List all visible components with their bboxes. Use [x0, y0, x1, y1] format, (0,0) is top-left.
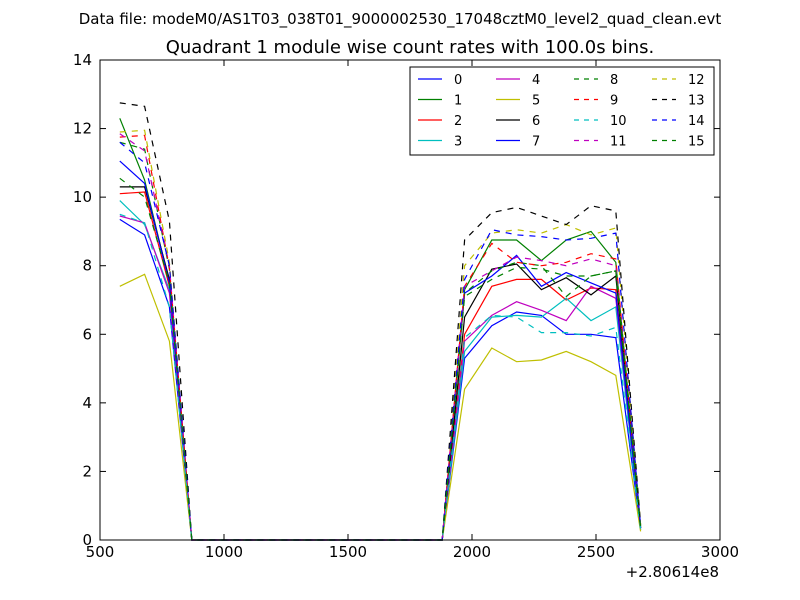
x-tick-label: 500 [86, 543, 115, 561]
x-offset-label: +2.80614e8 [626, 563, 719, 581]
series-layer [119, 102, 642, 541]
legend-label-8: 8 [610, 73, 618, 88]
series-line-15 [119, 177, 642, 541]
chart-title: Quadrant 1 module wise count rates with … [166, 37, 655, 58]
legend-label-6: 6 [532, 114, 540, 129]
series-line-11 [119, 133, 642, 541]
y-tick-label: 2 [82, 462, 92, 480]
legend-label-0: 0 [454, 73, 462, 88]
series-line-14 [119, 141, 642, 541]
legend-label-15: 15 [688, 135, 705, 150]
legend-label-4: 4 [532, 73, 540, 88]
series-line-12 [119, 129, 642, 541]
y-tick-label: 12 [73, 120, 92, 138]
series-line-6 [119, 186, 642, 541]
legend-label-2: 2 [454, 114, 462, 129]
series-line-3 [119, 200, 642, 541]
plot-frame [99, 59, 721, 541]
series-line-5 [119, 273, 642, 541]
legend-label-12: 12 [688, 73, 705, 88]
legend-label-14: 14 [688, 114, 705, 129]
legend-label-5: 5 [532, 94, 540, 109]
y-tick-label: 10 [73, 188, 92, 206]
series-line-8 [119, 141, 642, 541]
x-tick-label: 2000 [453, 543, 491, 561]
y-tick-label: 0 [82, 531, 92, 549]
legend-label-3: 3 [454, 135, 462, 150]
legend-label-1: 1 [454, 94, 462, 109]
legend-label-10: 10 [610, 114, 627, 129]
series-line-7 [119, 160, 642, 541]
series-line-13 [119, 102, 642, 541]
x-tick-label: 2500 [577, 543, 615, 561]
series-line-1 [119, 118, 642, 541]
series-line-0 [119, 218, 642, 541]
y-tick-label: 8 [82, 257, 92, 275]
x-tick-label: 1000 [205, 543, 243, 561]
legend-label-9: 9 [610, 94, 618, 109]
y-tick-label: 14 [73, 51, 92, 69]
y-tick-label: 4 [82, 394, 92, 412]
legend-label-13: 13 [688, 94, 705, 109]
series-line-2 [119, 191, 642, 541]
series-line-10 [119, 213, 642, 541]
legend-label-7: 7 [532, 135, 540, 150]
legend-label-11: 11 [610, 135, 627, 150]
x-tick-label: 3000 [701, 543, 739, 561]
x-tick-label: 1500 [329, 543, 367, 561]
figure-suptitle: Data file: modeM0/AS1T03_038T01_90000025… [79, 10, 722, 29]
y-tick-label: 6 [82, 325, 92, 343]
series-line-9 [119, 134, 642, 541]
